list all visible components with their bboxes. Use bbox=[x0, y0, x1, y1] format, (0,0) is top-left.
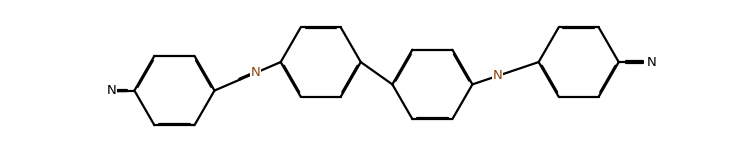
Text: N: N bbox=[250, 66, 261, 79]
Text: N: N bbox=[647, 56, 656, 69]
Text: N: N bbox=[106, 84, 117, 97]
Text: N: N bbox=[493, 69, 503, 82]
